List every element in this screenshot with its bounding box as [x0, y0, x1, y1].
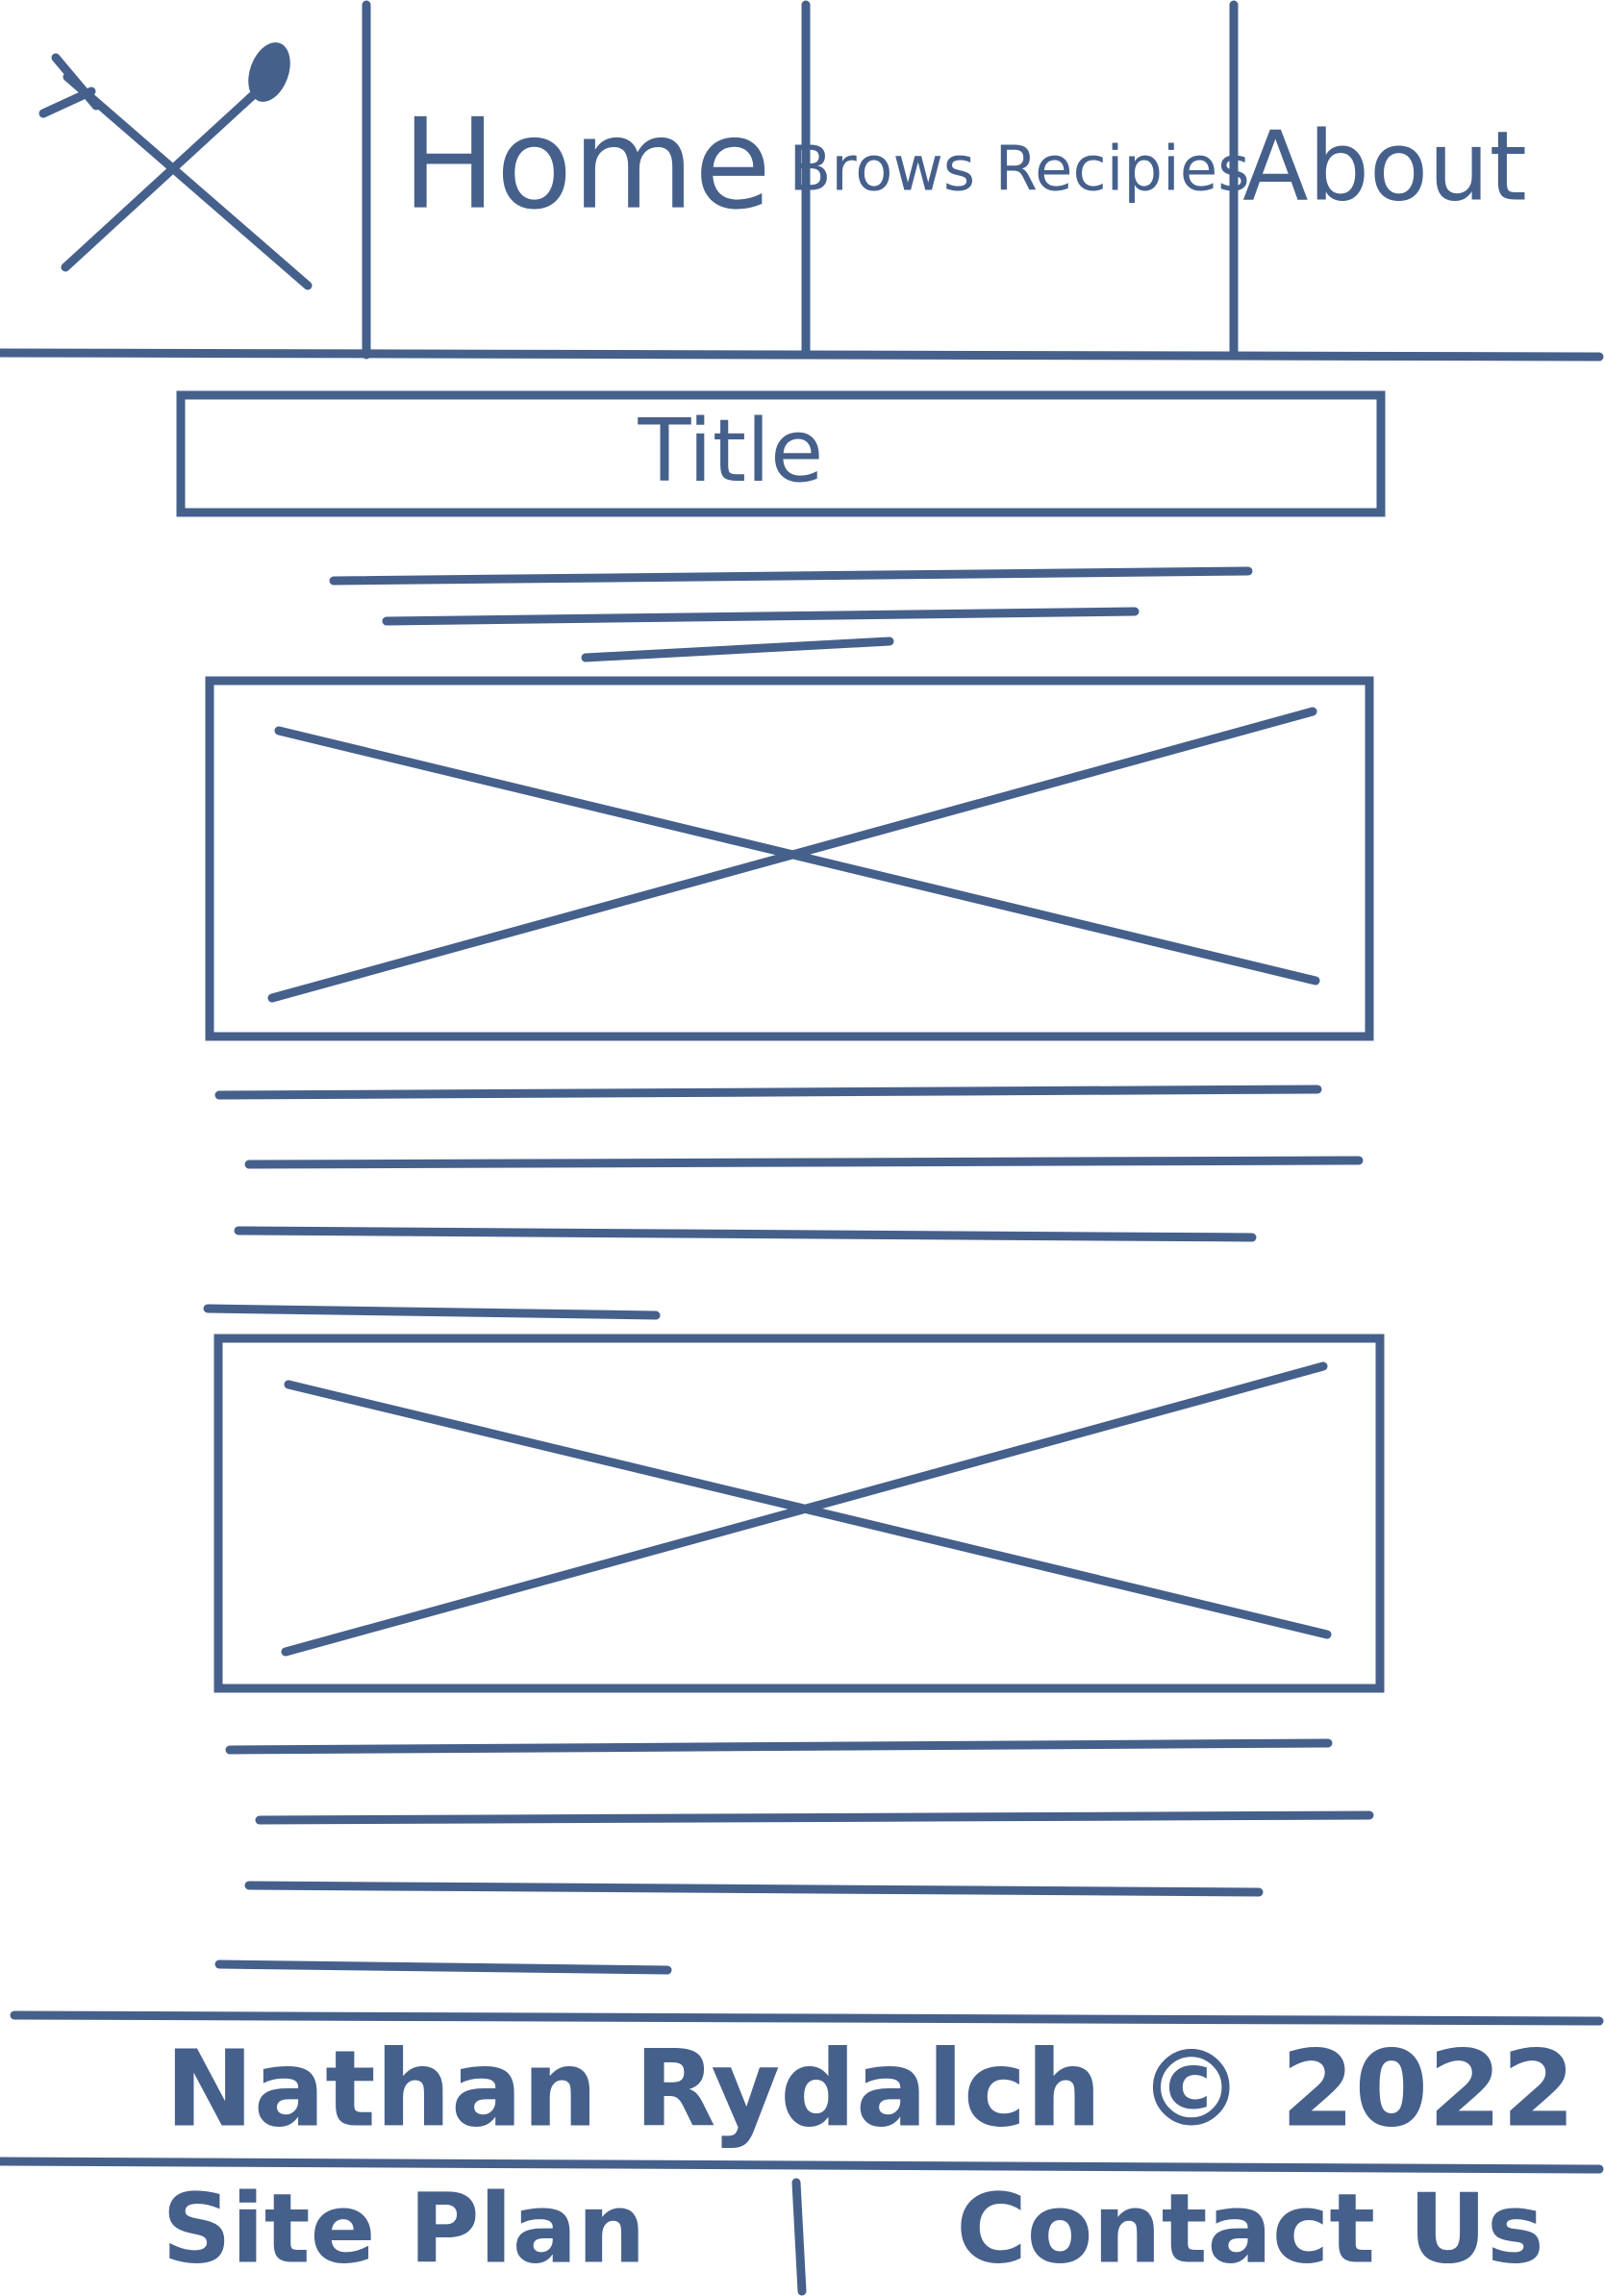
- footer-divider: [791, 2178, 807, 2296]
- text-placeholder: [214, 1738, 1374, 1975]
- footer-line: [10, 2010, 1604, 2026]
- image-placeholder: [205, 676, 1374, 1041]
- logo[interactable]: [38, 37, 313, 290]
- image-placeholder: [213, 1334, 1385, 1693]
- footer-link[interactable]: Site Plan: [163, 2172, 646, 2284]
- title-box: [176, 390, 1386, 517]
- nav-link[interactable]: About: [1242, 110, 1527, 222]
- nav-link[interactable]: Brows Recipies: [789, 135, 1249, 206]
- footer-credit: Nathan Rydalch © 2022: [165, 2027, 1575, 2150]
- text-placeholder: [329, 566, 1253, 662]
- page-title: Title: [638, 401, 824, 502]
- nav-bottom-line: [0, 348, 1604, 362]
- text-placeholder: [203, 1085, 1364, 1320]
- footer-link[interactable]: Contact Us: [956, 2172, 1543, 2284]
- footer-line: [0, 2157, 1604, 2174]
- nav-link[interactable]: Home: [402, 91, 771, 237]
